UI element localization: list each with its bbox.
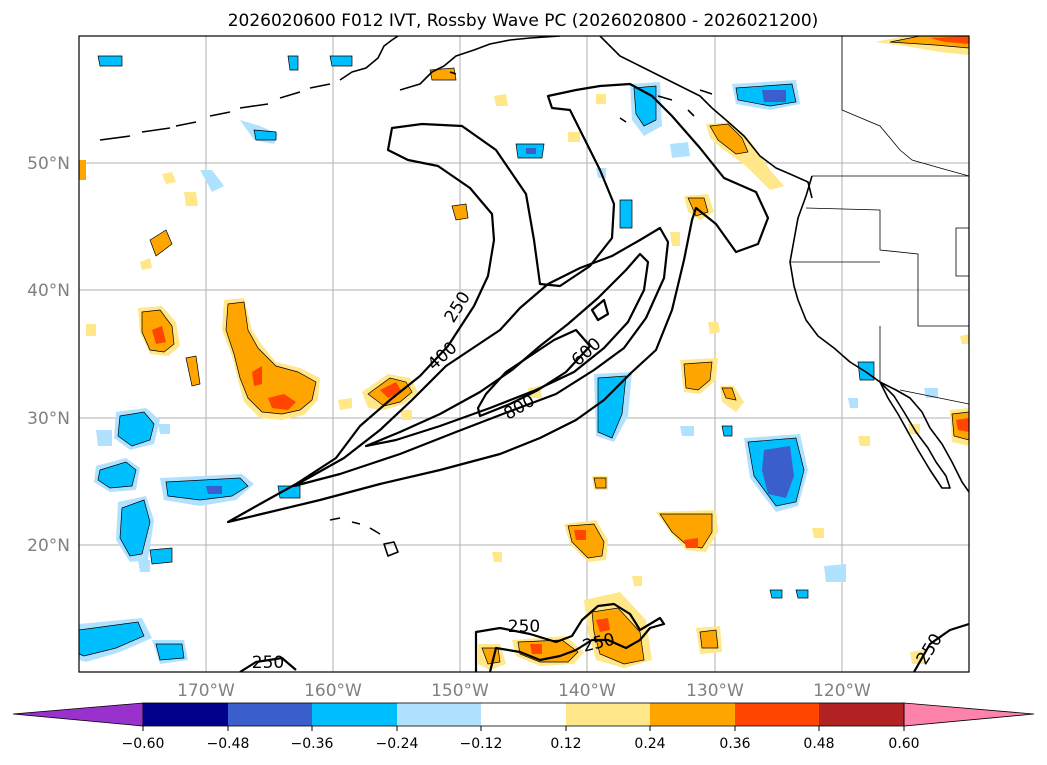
colorbar-tick-label: 0.24: [634, 736, 665, 752]
lon-label: 120°W: [813, 681, 871, 701]
contour-600: [364, 252, 650, 448]
map-frame: [78, 35, 970, 673]
anomaly-shading: [79, 36, 969, 670]
contour-label: 250: [252, 653, 284, 673]
colorbar-tick-label: 0.48: [803, 736, 834, 752]
colorbar-swatch: [228, 703, 312, 726]
lat-label: 40°N: [27, 281, 70, 301]
contour-250-main: [226, 82, 770, 524]
lon-label: 170°W: [177, 681, 235, 701]
lon-label: 130°W: [686, 681, 744, 701]
lon-labels: 170°W 160°W 150°W 140°W 130°W 120°W: [177, 681, 871, 701]
colorbar-tick-label: −0.36: [291, 736, 334, 752]
lat-label: 30°N: [27, 409, 70, 429]
lon-label: 150°W: [431, 681, 489, 701]
colorbar-swatch: [735, 703, 819, 726]
colorbar: −0.60 −0.48 −0.36 −0.24 −0.12 0.12 0.24 …: [12, 702, 1035, 752]
colorbar-extend-max: [903, 702, 1035, 727]
colorbar-swatch: [481, 703, 566, 726]
lon-label: 140°W: [558, 681, 616, 701]
lon-label: 160°W: [304, 681, 362, 701]
ivt-contours: [226, 82, 969, 672]
contour-400: [292, 226, 670, 488]
lat-label: 20°N: [27, 536, 70, 556]
coastlines: [99, 36, 969, 557]
colorbar-swatch: [650, 703, 735, 726]
colorbar-tick-label: 0.60: [888, 736, 919, 752]
lat-label: 50°N: [27, 154, 70, 174]
contour-label: 250: [508, 617, 540, 637]
colorbar-extend-min: [12, 702, 144, 727]
colorbar-tick-label: 0.36: [719, 736, 750, 752]
colorbar-swatch: [566, 703, 650, 726]
colorbar-tick-label: −0.12: [460, 736, 503, 752]
map-area: 250 400 600 800 250 250 250 250: [79, 36, 969, 673]
colorbar-swatch: [397, 703, 481, 726]
colorbar-swatch: [312, 703, 397, 726]
colorbar-swatch: [143, 703, 228, 726]
lat-labels: 50°N 40°N 30°N 20°N: [27, 154, 70, 556]
colorbar-tick-label: −0.60: [122, 736, 165, 752]
colorbar-swatch: [819, 703, 904, 726]
colorbar-tick-label: −0.48: [207, 736, 250, 752]
map-title: 2026020600 F012 IVT, Rossby Wave PC (202…: [228, 11, 819, 31]
colorbar-tick-label: −0.24: [376, 736, 419, 752]
colorbar-tick-label: 0.12: [550, 736, 581, 752]
contour-800: [476, 328, 592, 418]
